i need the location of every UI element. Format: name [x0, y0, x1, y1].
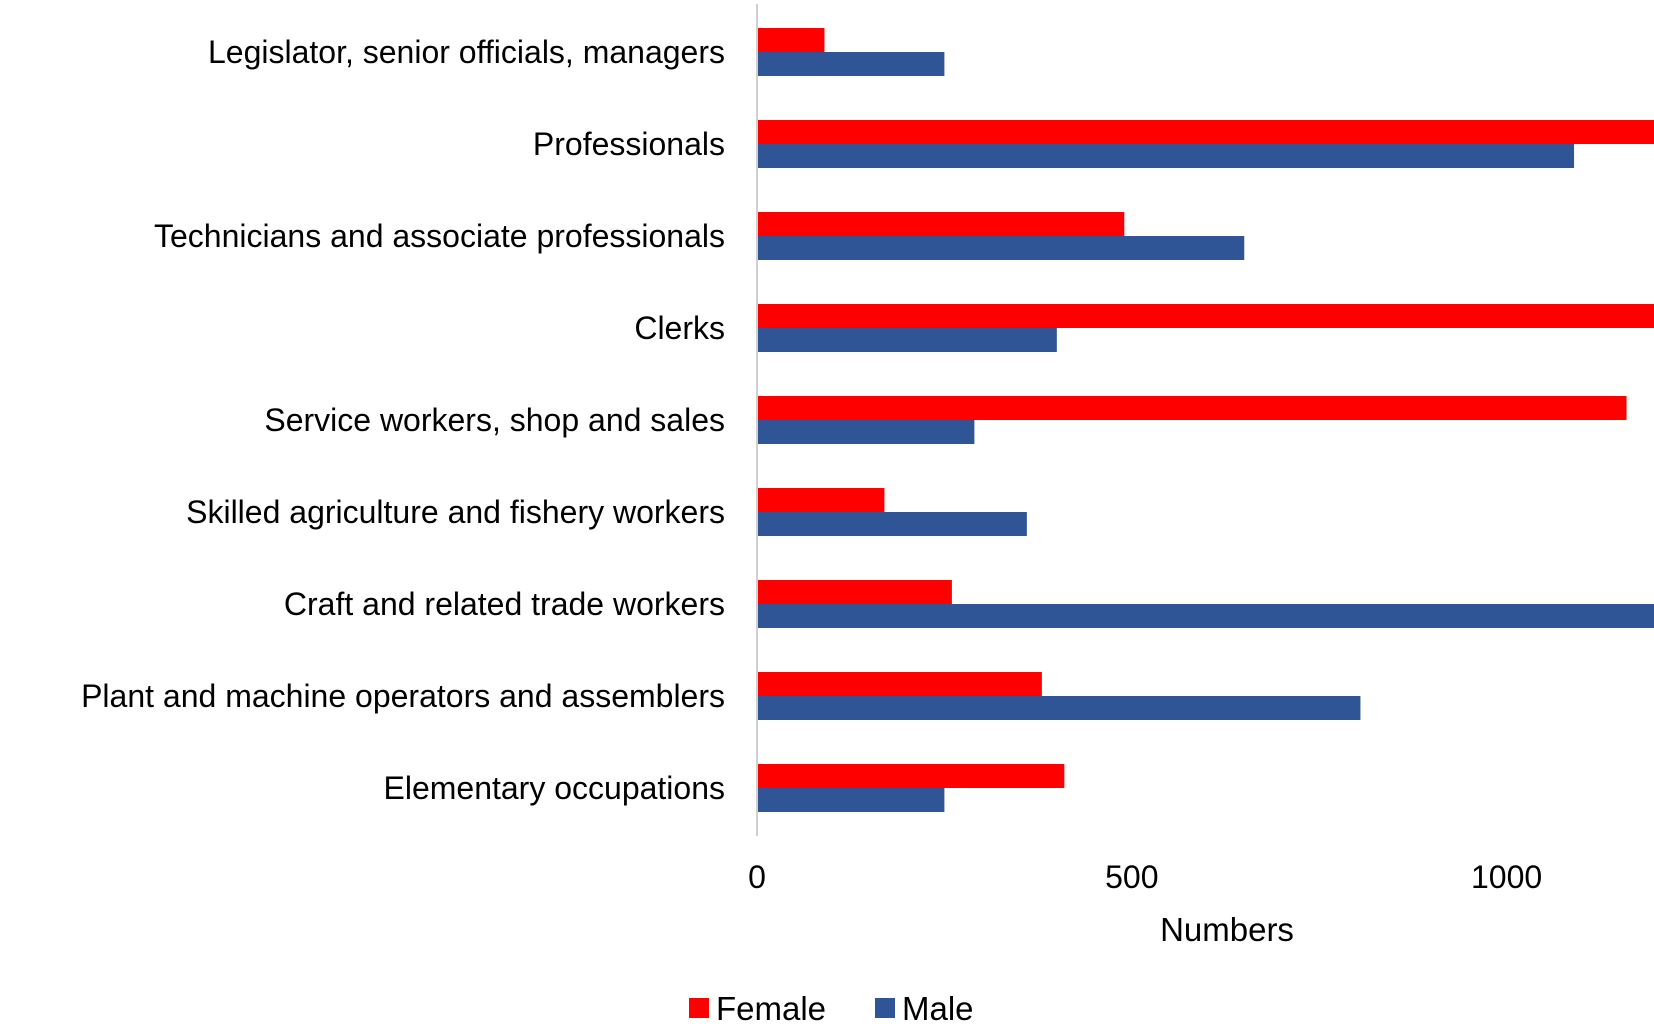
legend-label-male: Male: [902, 990, 974, 1027]
x-axis-title: Numbers: [1160, 911, 1294, 948]
bar-female-7: [757, 672, 1042, 696]
x-tick-label: 1000: [1471, 859, 1542, 895]
bar-male-4: [757, 420, 975, 444]
bar-female-5: [757, 488, 885, 512]
bar-male-5: [757, 512, 1027, 536]
legend: Female Male: [689, 990, 974, 1027]
bars-group: [757, 28, 1654, 812]
bar-male-1: [757, 144, 1575, 168]
bar-male-2: [757, 236, 1245, 260]
legend-swatch-male: [875, 998, 895, 1018]
bar-male-8: [757, 788, 945, 812]
bar-female-3: [757, 304, 1654, 328]
category-label: Professionals: [533, 126, 725, 162]
bar-male-3: [757, 328, 1057, 352]
bar-female-2: [757, 212, 1125, 236]
category-label: Service workers, shop and sales: [264, 402, 725, 438]
legend-label-female: Female: [716, 990, 826, 1027]
bar-female-0: [757, 28, 825, 52]
category-label: Skilled agriculture and fishery workers: [186, 494, 725, 530]
bar-male-0: [757, 52, 945, 76]
bar-male-7: [757, 696, 1361, 720]
bar-female-4: [757, 396, 1627, 420]
bar-female-8: [757, 764, 1065, 788]
category-label: Plant and machine operators and assemble…: [81, 678, 725, 714]
bar-female-1: [757, 120, 1654, 144]
category-label: Craft and related trade workers: [284, 586, 725, 622]
x-tick-labels: 05001000150020002500: [748, 859, 1542, 895]
bar-female-6: [757, 580, 952, 604]
category-label: Clerks: [634, 310, 725, 346]
category-labels: Legislator, senior officials, managers Pr…: [81, 34, 725, 806]
x-tick-label: 0: [748, 859, 766, 895]
category-label: Technicians and associate professionals: [154, 218, 725, 254]
bar-male-6: [757, 604, 1654, 628]
category-label: Legislator, senior officials, managers: [208, 34, 725, 70]
legend-swatch-female: [689, 998, 709, 1018]
category-label: Elementary occupations: [383, 770, 725, 806]
x-tick-label: 500: [1105, 859, 1158, 895]
